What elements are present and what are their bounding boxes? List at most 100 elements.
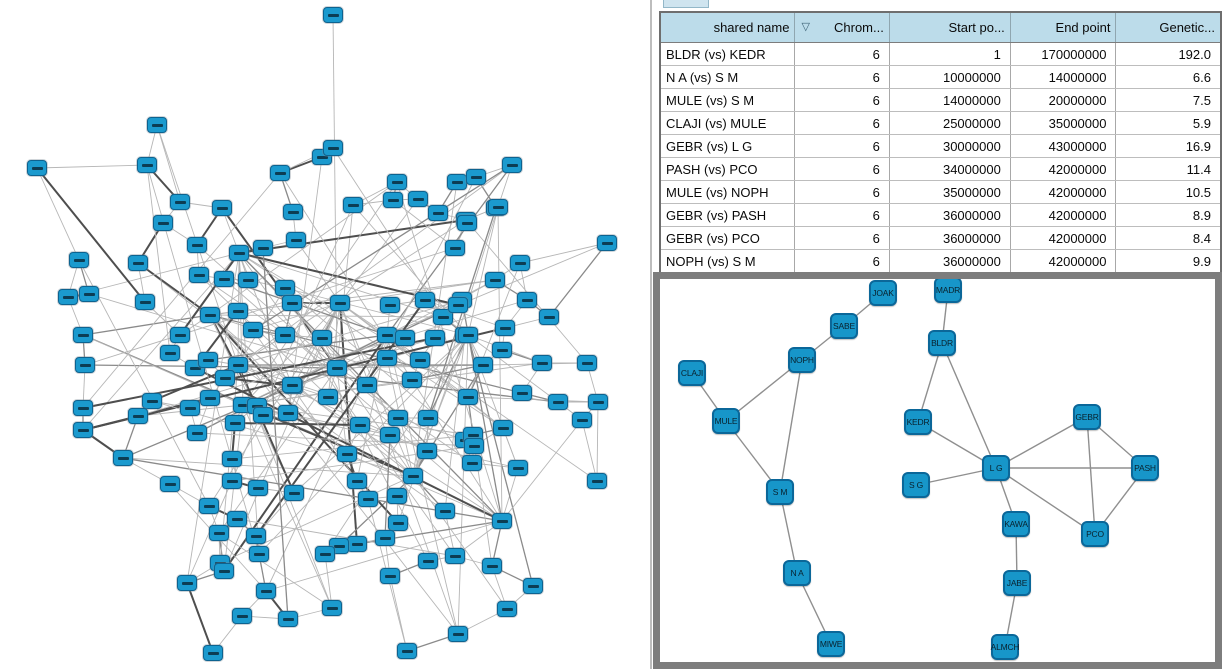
network-node[interactable] [278, 611, 298, 627]
cell-value[interactable]: 6 [794, 134, 890, 158]
network-node[interactable] [170, 194, 190, 210]
cell-value[interactable]: 5.9 [1115, 111, 1221, 135]
network-node[interactable] [380, 568, 400, 584]
network-node[interactable] [232, 608, 252, 624]
subnetwork-node-kawa[interactable]: KAWA [1002, 511, 1030, 537]
network-node[interactable] [502, 157, 522, 173]
subnetwork-node-kedr[interactable]: KEDR [904, 409, 932, 435]
network-node[interactable] [388, 410, 408, 426]
network-node[interactable] [113, 450, 133, 466]
network-node[interactable] [227, 511, 247, 527]
network-node[interactable] [160, 476, 180, 492]
network-node[interactable] [387, 488, 407, 504]
network-node[interactable] [170, 327, 190, 343]
network-node[interactable] [380, 427, 400, 443]
network-node[interactable] [283, 204, 303, 220]
network-node[interactable] [199, 498, 219, 514]
network-node[interactable] [539, 309, 559, 325]
network-node[interactable] [383, 192, 403, 208]
subnetwork-node-bldr[interactable]: BLDR [928, 330, 956, 356]
network-node[interactable] [203, 645, 223, 661]
cell-value[interactable]: 170000000 [1010, 42, 1117, 66]
network-node[interactable] [315, 546, 335, 562]
network-node[interactable] [415, 292, 435, 308]
panel-tab-remnant[interactable] [663, 0, 709, 8]
cell-shared-name[interactable]: GEBR (vs) PASH [660, 203, 796, 227]
cell-value[interactable]: 11.4 [1115, 157, 1221, 181]
cell-value[interactable]: 14000000 [1010, 65, 1117, 89]
network-node[interactable] [222, 451, 242, 467]
network-node[interactable] [27, 160, 47, 176]
cell-value[interactable]: 36000000 [889, 249, 1011, 273]
cell-value[interactable]: 6 [794, 180, 890, 204]
network-node[interactable] [402, 372, 422, 388]
network-node[interactable] [395, 330, 415, 346]
table-row[interactable]: PASH (vs) PCO 6 34000000 42000000 11.4 [660, 157, 1221, 181]
network-node[interactable] [548, 394, 568, 410]
cell-value[interactable]: 16.9 [1115, 134, 1221, 158]
subnetwork-node-n-a[interactable]: N A [783, 560, 811, 586]
cell-value[interactable]: 7.5 [1115, 88, 1221, 112]
cell-value[interactable]: 6 [794, 157, 890, 181]
network-node[interactable] [69, 252, 89, 268]
cell-value[interactable]: 35000000 [889, 180, 1011, 204]
network-node[interactable] [282, 377, 302, 393]
network-node[interactable] [73, 422, 93, 438]
network-node[interactable] [142, 393, 162, 409]
cell-value[interactable]: 25000000 [889, 111, 1011, 135]
cell-value[interactable]: 6 [794, 203, 890, 227]
network-node[interactable] [215, 370, 235, 386]
network-node[interactable] [418, 410, 438, 426]
network-node[interactable] [253, 240, 273, 256]
network-node[interactable] [209, 525, 229, 541]
network-node[interactable] [153, 215, 173, 231]
filter-icon[interactable]: ▽ [801, 21, 810, 33]
network-node[interactable] [512, 385, 532, 401]
cell-shared-name[interactable]: NOPH (vs) S M [660, 249, 796, 273]
subnetwork-node-mule[interactable]: MULE [712, 408, 740, 434]
network-node[interactable] [493, 420, 513, 436]
subnetwork-node-s-g[interactable]: S G [902, 472, 930, 498]
network-node[interactable] [425, 330, 445, 346]
network-node[interactable] [347, 473, 367, 489]
network-node[interactable] [380, 297, 400, 313]
cell-shared-name[interactable]: BLDR (vs) KEDR [660, 42, 796, 66]
network-node[interactable] [445, 240, 465, 256]
cell-value[interactable]: 6 [794, 111, 890, 135]
cell-value[interactable]: 192.0 [1115, 42, 1221, 66]
network-node[interactable] [248, 480, 268, 496]
network-node[interactable] [458, 327, 478, 343]
network-node[interactable] [495, 320, 515, 336]
table-row[interactable]: GEBR (vs) L G 6 30000000 43000000 16.9 [660, 134, 1221, 158]
table-row[interactable]: GEBR (vs) PCO 6 36000000 42000000 8.4 [660, 226, 1221, 250]
cell-shared-name[interactable]: GEBR (vs) L G [660, 134, 796, 158]
column-header-genetic[interactable]: Genetic... [1115, 12, 1221, 43]
network-node[interactable] [466, 169, 486, 185]
cell-value[interactable]: 10000000 [889, 65, 1011, 89]
subnetwork-node-joak[interactable]: JOAK [869, 280, 897, 306]
cell-value[interactable]: 42000000 [1010, 157, 1117, 181]
network-node[interactable] [457, 215, 477, 231]
cell-value[interactable]: 42000000 [1010, 180, 1117, 204]
network-node[interactable] [418, 553, 438, 569]
cell-shared-name[interactable]: GEBR (vs) PCO [660, 226, 796, 250]
network-node[interactable] [200, 390, 220, 406]
cell-value[interactable]: 20000000 [1010, 88, 1117, 112]
network-node[interactable] [323, 7, 343, 23]
network-node[interactable] [246, 528, 266, 544]
subnetwork-canvas[interactable]: JOAK MADR SABE NOPH CLAJI BLDR MULE KEDR GEBR S G… [660, 279, 1215, 662]
table-row[interactable]: MULE (vs) S M 6 14000000 20000000 7.5 [660, 88, 1221, 112]
network-node[interactable] [510, 255, 530, 271]
network-node[interactable] [485, 272, 505, 288]
subnetwork-node-noph[interactable]: NOPH [788, 347, 816, 373]
network-node[interactable] [323, 140, 343, 156]
network-node[interactable] [445, 548, 465, 564]
cell-shared-name[interactable]: MULE (vs) S M [660, 88, 796, 112]
network-node[interactable] [228, 357, 248, 373]
network-node[interactable] [388, 515, 408, 531]
cell-value[interactable]: 42000000 [1010, 226, 1117, 250]
cell-value[interactable]: 6 [794, 88, 890, 112]
network-node[interactable] [410, 352, 430, 368]
cell-shared-name[interactable]: MULE (vs) NOPH [660, 180, 796, 204]
network-node[interactable] [375, 530, 395, 546]
